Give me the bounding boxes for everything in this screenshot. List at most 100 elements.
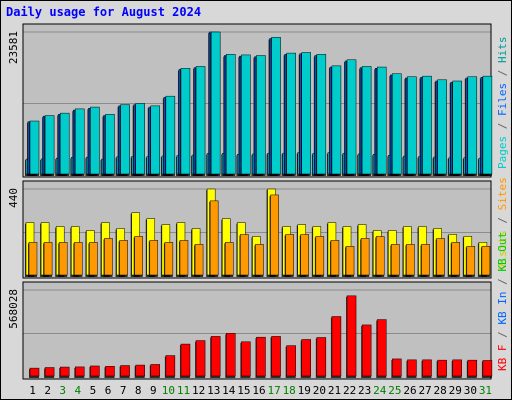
hits_panel-bar-hits-31 xyxy=(482,75,493,175)
kbytes_panel-legend-part-2: KB In xyxy=(496,292,509,325)
x-tick-label-27: 27 xyxy=(418,384,431,397)
kbytes_panel-legend-part-0: KB F xyxy=(496,345,509,372)
visits_panel-bar-sites-2 xyxy=(43,242,53,276)
kbytes_panel-bar-kb-f-10 xyxy=(165,355,176,377)
x-tick-label-21: 21 xyxy=(328,384,341,397)
hits_panel-bar-hits-11 xyxy=(180,68,191,175)
hits_panel-bar-hits-10 xyxy=(165,95,176,175)
hits_panel-bar-hits-30 xyxy=(467,76,478,175)
visits_panel-legend-part-1: / xyxy=(496,210,509,230)
kbytes_panel-bar-kb-f-17 xyxy=(271,336,281,377)
visits_panel-bar-sites-17 xyxy=(270,194,279,276)
kbytes_panel-bar-kb-f-26 xyxy=(407,359,417,377)
visits_panel-bar-sites-15 xyxy=(240,234,249,276)
kbytes_panel-bar-kb-f-11 xyxy=(180,343,191,377)
kbytes_panel-bar-kb-f-20 xyxy=(316,337,327,377)
kbytes_panel-bar-kb-f-18 xyxy=(286,345,296,377)
x-tick-label-19: 19 xyxy=(298,384,311,397)
x-tick-label-30: 30 xyxy=(464,384,477,397)
x-tick-label-15: 15 xyxy=(237,384,250,397)
visits_panel-bar-sites-4 xyxy=(74,242,83,276)
kbytes_panel-bar-kb-f-27 xyxy=(422,359,432,377)
hits_panel-bar-hits-2 xyxy=(44,115,55,175)
hits_panel-legend-part-2: Files xyxy=(496,83,509,116)
visits_panel-bar-sites-29 xyxy=(451,242,460,276)
visits_panel-bar-sites-14 xyxy=(225,242,234,276)
kbytes_panel-bar-kb-f-7 xyxy=(120,365,130,377)
visits_panel-bar-sites-28 xyxy=(436,238,445,276)
hits_panel-legend-part-3: / xyxy=(496,63,509,83)
visits_panel-legend-part-0: Visits xyxy=(496,230,509,270)
hits_panel-bar-hits-5 xyxy=(90,106,100,175)
chart-title: Daily usage for August 2024 xyxy=(6,5,202,19)
visits_panel-bar-sites-19 xyxy=(300,234,309,276)
kbytes_panel-bar-kb-f-29 xyxy=(452,359,462,377)
hits_panel-bar-hits-16 xyxy=(256,55,266,175)
visits_panel-bar-sites-22 xyxy=(345,246,355,276)
hits_panel-legend: Pages / Files / Hits xyxy=(496,37,509,170)
x-tick-label-6: 6 xyxy=(105,384,112,397)
kbytes_panel-bar-kb-f-22 xyxy=(346,295,357,377)
x-tick-label-22: 22 xyxy=(343,384,356,397)
hits_panel-tick-label: 23581 xyxy=(7,31,20,64)
visits_panel-bar-sites-3 xyxy=(58,242,68,276)
hits_panel-bar-hits-29 xyxy=(452,80,462,175)
hits_panel-bar-hits-8 xyxy=(135,103,145,175)
visits_panel-bar-sites-8 xyxy=(134,236,143,276)
hits_panel-bar-hits-6 xyxy=(105,114,115,175)
hits_panel-bar-hits-18 xyxy=(286,52,296,175)
visits_panel-bar-sites-24 xyxy=(375,236,385,276)
visits_panel-bar-sites-26 xyxy=(406,244,415,276)
x-tick-label-4: 4 xyxy=(75,384,82,397)
kbytes_panel-bar-kb-f-4 xyxy=(75,366,85,377)
hits_panel-bar-hits-7 xyxy=(120,104,130,175)
x-tick-label-14: 14 xyxy=(222,384,236,397)
hits_panel-bar-hits-1 xyxy=(29,120,40,175)
hits_panel-bar-hits-15 xyxy=(241,54,251,175)
kbytes_panel-bar-kb-f-5 xyxy=(90,365,100,377)
kbytes_panel-bar-kb-f-16 xyxy=(256,336,266,377)
hits_panel-bar-hits-4 xyxy=(75,108,85,175)
kbytes_panel-bar-kb-f-25 xyxy=(392,358,402,377)
x-tick-label-11: 11 xyxy=(177,384,190,397)
kbytes_panel-bar-kb-f-28 xyxy=(437,359,447,377)
x-tick-label-1: 1 xyxy=(29,384,36,397)
visits_panel-bar-sites-10 xyxy=(164,242,174,276)
hits_panel-bar-hits-27 xyxy=(422,75,432,175)
kbytes_panel-bar-kb-f-15 xyxy=(241,341,251,377)
x-tick-label-23: 23 xyxy=(358,384,371,397)
visits_panel-legend: Visits / Sites xyxy=(496,177,509,270)
kbytes_panel-bar-kb-f-2 xyxy=(44,367,55,377)
visits_panel-bar-sites-31 xyxy=(481,246,491,276)
kbytes_panel-legend: KB F / KB In / KB Out xyxy=(496,232,509,371)
kbytes_panel-bar-kb-f-3 xyxy=(59,366,70,377)
hits_panel-legend-part-4: Hits xyxy=(496,37,509,64)
hits_panel-bar-hits-23 xyxy=(361,66,372,175)
hits_panel-bar-hits-26 xyxy=(407,76,417,175)
visits_panel-bar-sites-1 xyxy=(28,242,38,276)
hits_panel-legend-part-1: / xyxy=(496,116,509,136)
x-tick-label-3: 3 xyxy=(59,384,66,397)
x-tick-label-29: 29 xyxy=(449,384,462,397)
x-tick-label-10: 10 xyxy=(162,384,175,397)
visits_panel-bar-sites-9 xyxy=(149,240,159,276)
x-tick-label-28: 28 xyxy=(434,384,447,397)
x-tick-label-24: 24 xyxy=(373,384,387,397)
hits_panel-bar-hits-13 xyxy=(210,31,221,175)
x-tick-label-7: 7 xyxy=(120,384,127,397)
kbytes_panel-bar-kb-f-8 xyxy=(135,364,145,377)
x-tick-label-13: 13 xyxy=(207,384,220,397)
visits_panel-bar-sites-23 xyxy=(360,238,370,276)
visits_panel-bar-sites-11 xyxy=(179,240,189,276)
hits_panel-bar-hits-21 xyxy=(331,65,342,175)
kbytes_panel-bar-kb-f-21 xyxy=(331,316,342,377)
visits_panel-bar-sites-20 xyxy=(315,236,325,276)
kbytes_panel-legend-part-1: / xyxy=(496,325,509,345)
visits_panel-bar-sites-12 xyxy=(194,244,204,276)
hits_panel-bar-hits-12 xyxy=(195,66,206,175)
x-tick-label-12: 12 xyxy=(192,384,205,397)
x-tick-label-5: 5 xyxy=(90,384,97,397)
visits_panel-bar-sites-7 xyxy=(119,240,128,276)
